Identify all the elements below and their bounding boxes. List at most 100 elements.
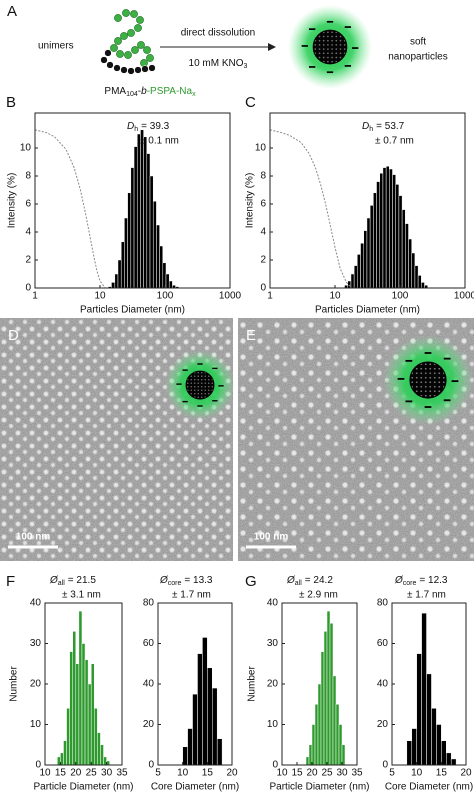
bar [197, 653, 203, 766]
annotation-error: ± 1.7 nm [407, 590, 446, 601]
polymer-icon [100, 9, 156, 75]
annotation-value: = 12.3 [419, 575, 448, 586]
x-axis-title: Particles Diameter (nm) [80, 305, 185, 316]
bar [72, 631, 77, 766]
polymer-bead [131, 46, 139, 54]
bar [329, 623, 334, 766]
polymer-bead [127, 67, 135, 75]
bar [436, 724, 442, 766]
tem-image: E 100 nm [238, 318, 474, 561]
x-tick-label: 1000 [454, 291, 474, 302]
annotation: Dh = 39.3 [127, 121, 170, 133]
panel-label: B [6, 94, 16, 111]
bar [405, 223, 409, 289]
bar [133, 146, 138, 289]
y-tick-label: 10 [267, 719, 279, 730]
y-tick-label: 20 [30, 679, 42, 690]
nanoparticle-icon [383, 335, 473, 425]
y-tick-label: 4 [260, 227, 266, 238]
bar [90, 663, 95, 766]
annotation: Øcore = 12.3 [394, 575, 448, 587]
bar [392, 174, 396, 289]
x-axis-title: Core Diameter (nm) [151, 782, 239, 793]
annotation-value: = 21.5 [68, 575, 97, 586]
y-tick-label: 20 [143, 719, 155, 730]
y-axis-title: Number [247, 666, 258, 702]
x-tick-label: 35 [116, 768, 128, 779]
bar [165, 273, 170, 289]
bar [341, 744, 346, 766]
annotation-error: ± 1.7 nm [172, 590, 211, 601]
annotation-subscript: all [58, 580, 65, 587]
polymer-label-part: x [192, 91, 196, 98]
annotation-subscript: all [295, 580, 302, 587]
y-tick-label: 20 [377, 719, 389, 730]
bar [376, 181, 380, 289]
tem-image: D 100 nm [0, 318, 235, 561]
bar [75, 663, 80, 766]
curve [34, 129, 106, 289]
bar [152, 200, 157, 289]
y-tick-label: 8 [260, 171, 266, 182]
x-tick-label: 30 [336, 768, 348, 779]
y-tick-label: 6 [260, 199, 266, 210]
bar [63, 740, 67, 766]
y-tick-label: 80 [377, 598, 389, 609]
annotation-symbol: D [127, 121, 134, 132]
bar [162, 262, 167, 289]
bar [140, 129, 144, 289]
bar [136, 133, 141, 289]
y-tick-label: 0 [272, 760, 278, 771]
bar [326, 610, 331, 766]
bar [411, 728, 417, 766]
bar [450, 758, 457, 766]
bar [417, 275, 422, 289]
y-tick-label: 10 [255, 143, 267, 154]
bar [408, 238, 412, 289]
panel-label: G [245, 573, 257, 590]
bar [369, 205, 374, 289]
y-tick-label: 2 [260, 255, 266, 266]
bar [149, 175, 154, 289]
y-tick-label: 60 [377, 638, 389, 649]
x-tick-label: 20 [306, 768, 318, 779]
nanoparticle-icon [165, 350, 235, 420]
annotation-symbol: Ø [286, 575, 296, 586]
x-tick-label: 5 [389, 768, 395, 779]
y-tick-label: 0 [260, 283, 266, 294]
polymer-bead [122, 9, 130, 17]
x-tick-label: 25 [321, 768, 333, 779]
bar [114, 273, 119, 289]
polymer-bead [124, 51, 132, 59]
bar [379, 172, 384, 289]
bar [69, 651, 73, 766]
x-tick-label: 15 [55, 768, 67, 779]
bar [382, 167, 387, 289]
x-tick-label: 10 [276, 768, 288, 779]
annotation-subscript: h [369, 126, 373, 133]
annotation-value: = 39.3 [141, 121, 170, 132]
y-axis-title: Number [9, 666, 20, 702]
bar [187, 728, 193, 766]
polymer-label: PMA104-b-PSPA-Nax [104, 86, 196, 98]
bar [156, 224, 160, 289]
bar [127, 192, 132, 289]
y-tick-label: 60 [143, 638, 155, 649]
polymer-bead [120, 66, 128, 74]
scale-bar-label: 100 nm [254, 532, 289, 543]
polymer-bead [104, 49, 112, 57]
bar [335, 704, 340, 766]
bar [414, 265, 419, 289]
bar [124, 217, 128, 289]
y-tick-label: 10 [30, 719, 42, 730]
polymer-bead [127, 29, 135, 37]
bar [192, 693, 198, 766]
polymer-label-part: -PSPA-Na [147, 86, 193, 97]
bar [66, 708, 70, 766]
polymer-bead [116, 50, 124, 58]
y-tick-label: 40 [30, 598, 42, 609]
bar [320, 651, 325, 766]
polymer-bead [130, 10, 138, 18]
y-tick-label: 40 [377, 679, 389, 690]
bar [94, 708, 98, 766]
